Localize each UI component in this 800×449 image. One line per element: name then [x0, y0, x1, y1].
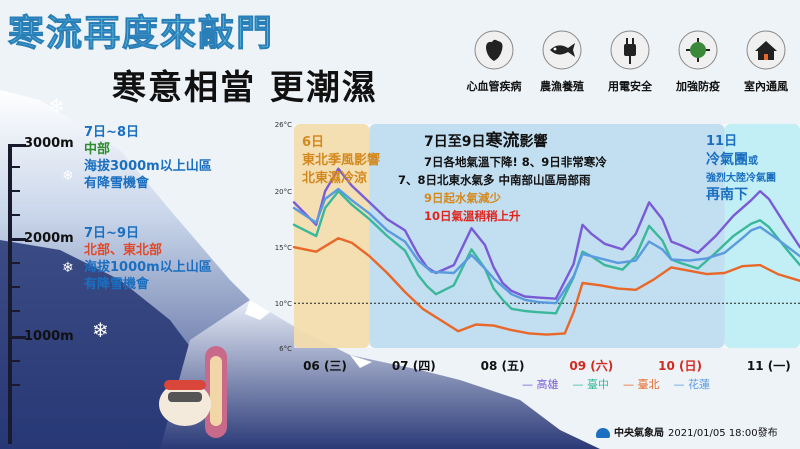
legend-item-hualien: — 花蓮 [673, 378, 711, 391]
band-6-text: 6日 東北季風影響 北東濕冷涼 [302, 134, 380, 188]
snowflake-icon: ❄ [62, 260, 74, 276]
agency-name: 中央氣象局 [614, 428, 664, 439]
icon-item-epidemic: 加強防疫 [666, 30, 730, 94]
icon-item-electric: 用電安全 [598, 30, 662, 94]
band-title: 7日至9日寒流影響 [424, 126, 607, 151]
plug-icon [610, 30, 650, 70]
band-line: 強烈大陸冷氣團 [706, 173, 776, 184]
legend-label: 臺中 [587, 378, 609, 391]
icon-item-ventilation: 室內通風 [734, 30, 798, 94]
snow-note-date: 7日~9日 [84, 226, 139, 241]
band-title-suffix: 影響 [519, 134, 548, 150]
legend-label: 臺北 [637, 378, 660, 391]
band-11-text: 11日 冷氣團或 強烈大陸冷氣團 再南下 [706, 130, 776, 204]
series-line-4 [292, 187, 800, 305]
main-headline: 寒流再度來敲門 [7, 13, 275, 55]
icon-label: 用電安全 [608, 80, 652, 93]
band-line: 10日氣溫稍稍上升 [424, 209, 521, 223]
band-line: 7、8日北東水氣多 中南部山區局部雨 [398, 173, 591, 187]
legend-label: 高雄 [536, 378, 559, 391]
agency-logo-icon [596, 428, 610, 438]
issued-time: 2021/01/05 18:00發布 [668, 428, 778, 439]
x-tick-label: 10 (日) [658, 359, 703, 373]
x-tick-label: 09 (六) [569, 359, 614, 373]
x-tick-label: 07 (四) [391, 359, 436, 373]
snow-note-line: 海拔3000m以上山區 [84, 159, 212, 174]
band-line: 7日各地氣溫下降! 8、9日非常寒冷 [424, 155, 607, 169]
y-tick-label: 20°C [275, 188, 292, 196]
altitude-3000: 3000m [24, 136, 74, 151]
highlight-band [724, 124, 800, 348]
snowflake-icon: ❄ [48, 94, 65, 118]
series-line-3 [292, 237, 800, 336]
band-line: 北東濕冷涼 [302, 171, 368, 186]
band-line-or: 或 [748, 156, 758, 167]
band-line-coldmass: 冷氣團 [706, 152, 748, 168]
band-line: 冷氣團或 [706, 149, 776, 169]
icon-item-fishery: 農漁養殖 [530, 30, 594, 94]
y-tick-label: 6°C [279, 345, 292, 353]
snow-note-line: 海拔1000m以上山區 [84, 260, 212, 275]
snow-note-region: 北部、東北部 [84, 243, 163, 258]
legend-item-taipei: — 臺北 [623, 378, 660, 391]
snowflake-icon: ❄ [62, 168, 74, 184]
icon-item-cardio: 心血管疾病 [462, 30, 526, 94]
highlight-band [294, 124, 370, 348]
footer: 中央氣象局 2021/01/05 18:00發布 [596, 424, 778, 439]
y-tick-label: 26°C [275, 121, 292, 129]
legend-item-kaohsiung: — 高雄 [522, 378, 559, 391]
legend-label: 花蓮 [688, 378, 710, 391]
x-tick-label: 06 (三) [303, 359, 347, 373]
icon-row: 心血管疾病 農漁養殖 用電安全 [462, 30, 798, 94]
band-date: 6日 [302, 135, 325, 150]
band-title-date: 7日至9日 [424, 134, 486, 150]
snow-note-line: 有降雪機會 [84, 277, 150, 292]
band-date: 11日 [706, 134, 738, 149]
y-tick-label: 10°C [275, 300, 292, 308]
y-tick-label: 15°C [275, 244, 292, 252]
band-7-9-text: 7日至9日寒流影響 7日各地氣溫下降! 8、9日非常寒冷 7、8日北東水氣多 中… [398, 126, 607, 224]
icon-label: 加強防疫 [676, 80, 720, 93]
band-line: 再南下 [706, 187, 748, 203]
heart-organ-icon [474, 30, 514, 70]
fish-icon [542, 30, 582, 70]
band-line: 東北季風影響 [302, 153, 381, 168]
sub-headline: 寒意相當 更潮濕 [112, 68, 378, 108]
icon-label: 室內通風 [744, 80, 788, 93]
altitude-2000: 2000m [24, 231, 74, 246]
house-icon [746, 30, 786, 70]
snowflake-icon: ❄ [92, 318, 109, 342]
snow-note-region: 中部 [84, 142, 111, 157]
icon-label: 農漁養殖 [540, 80, 584, 93]
snow-note-date: 7日~8日 [84, 125, 139, 140]
x-tick-label: 11 (一) [746, 359, 791, 373]
highlight-band [369, 124, 725, 348]
icon-label: 心血管疾病 [466, 80, 522, 93]
band-line: 9日起水氣減少 [424, 191, 502, 205]
virus-icon [678, 30, 718, 70]
snow-note-north: 7日~9日 北部、東北部 海拔1000m以上山區 有降雪機會 [84, 225, 212, 293]
x-tick-label: 08 (五) [480, 359, 525, 373]
series-line-1 [292, 167, 800, 300]
chart-legend: — 高雄 — 臺中 — 臺北 — 花蓮 [522, 376, 710, 392]
legend-item-taichung: — 臺中 [572, 378, 610, 391]
snow-note-line: 有降雪機會 [84, 176, 150, 191]
snow-note-central: 7日~8日 中部 海拔3000m以上山區 有降雪機會 [84, 124, 212, 192]
band-title-coldwave: 寒流 [485, 131, 520, 151]
altitude-1000: 1000m [24, 329, 74, 344]
